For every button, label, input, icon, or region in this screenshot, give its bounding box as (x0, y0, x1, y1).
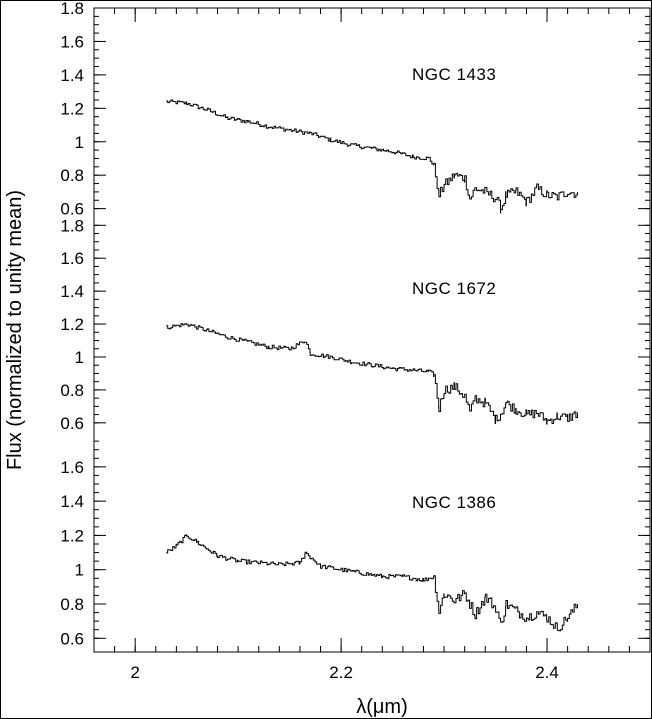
y-tick-label: 0.6 (60, 200, 84, 219)
y-tick-label: 1 (75, 133, 84, 152)
y-tick-label: 1 (75, 348, 84, 367)
plot-frame (93, 7, 651, 653)
y-tick-label: 1 (75, 561, 84, 580)
y-tick-label: 1.4 (60, 66, 84, 85)
y-axis-label: Flux (normalized to unity mean) (4, 190, 26, 470)
y-tick-label: 0.8 (60, 166, 84, 185)
y-tick-label: 1.8 (60, 216, 84, 235)
x-tick-label: 2.4 (535, 663, 559, 682)
y-tick-label: 0.8 (60, 595, 84, 614)
spectrum-line-2 (166, 534, 578, 632)
y-tick-label: 1.2 (60, 99, 84, 118)
y-tick-label: 1.6 (60, 32, 84, 51)
y-tick-label: 1.4 (60, 492, 84, 511)
panel-label: NGC 1386 (412, 493, 496, 512)
x-axis-label: λ(μm) (356, 696, 408, 718)
x-tick-label: 2 (130, 663, 139, 682)
y-tick-label: 1.6 (60, 249, 84, 268)
y-tick-label: 1.2 (60, 526, 84, 545)
spectrum-line-1 (166, 323, 578, 425)
y-tick-label: 1.8 (60, 0, 84, 18)
y-tick-label: 1.2 (60, 315, 84, 334)
panel-label: NGC 1672 (412, 279, 496, 298)
y-tick-label: 0.8 (60, 381, 84, 400)
x-tick-label: 2.2 (329, 663, 353, 682)
y-tick-label: 1.4 (60, 282, 84, 301)
y-tick-label: 1.6 (60, 458, 84, 477)
spectrum-line-0 (166, 99, 578, 214)
y-tick-label: 0.6 (60, 414, 84, 433)
y-tick-label: 0.6 (60, 629, 84, 648)
panel-label: NGC 1433 (412, 65, 496, 84)
